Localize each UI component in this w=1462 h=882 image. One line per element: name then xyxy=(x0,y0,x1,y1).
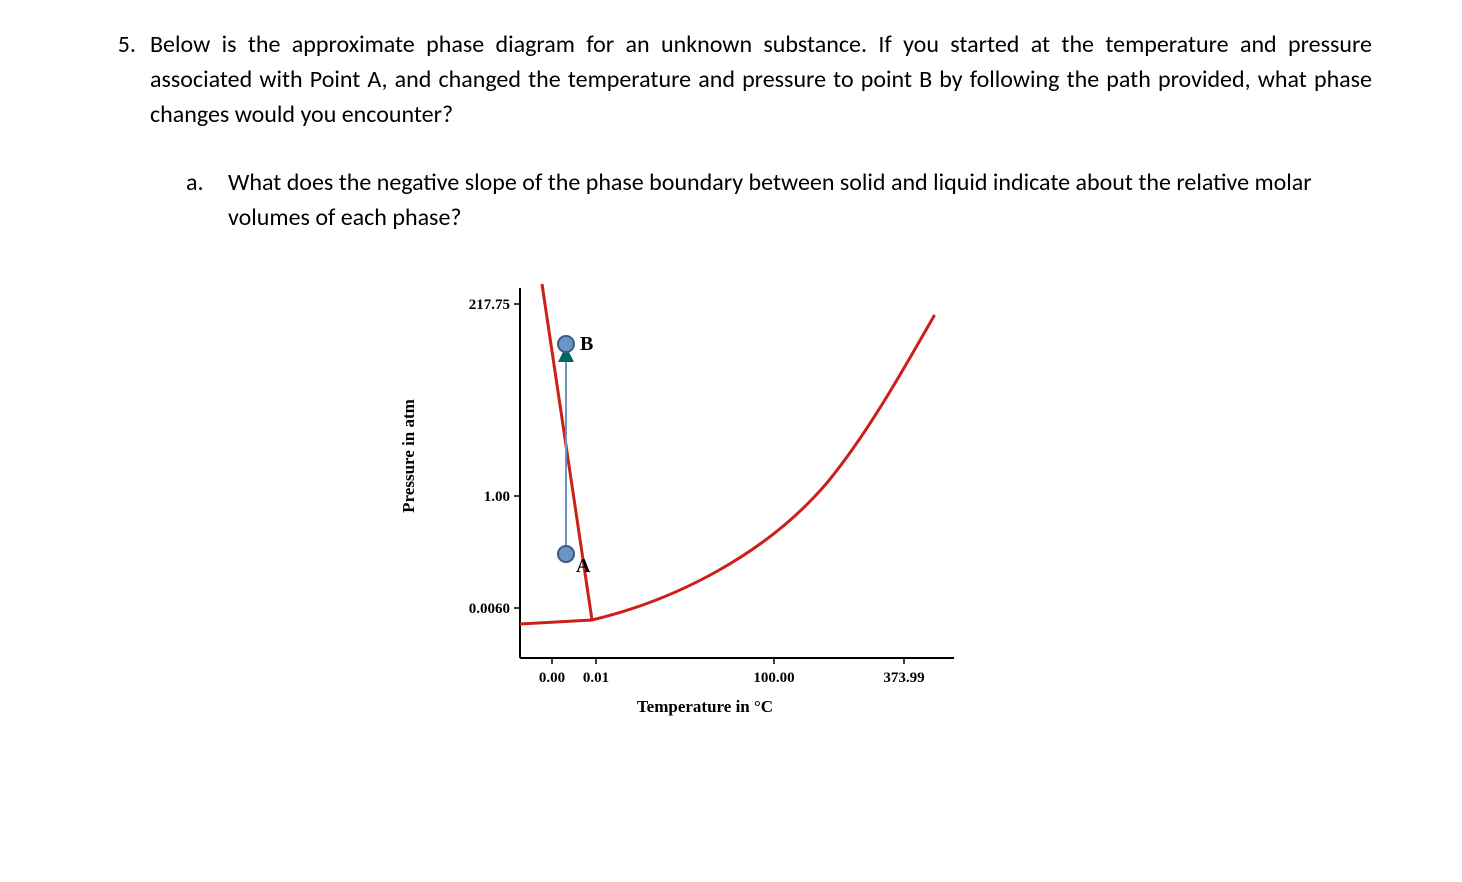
phase-diagram-chart: A B 217.75 1.00 0.0060 0.00 0.01 100.00 373.9… xyxy=(386,272,968,748)
x-axis-label: Temperature in °C xyxy=(637,697,773,716)
y-axis-label: Pressure in atm xyxy=(399,399,418,513)
question-number: 5. xyxy=(90,28,150,63)
y-ticks: 217.75 1.00 0.0060 xyxy=(469,297,520,617)
point-b xyxy=(558,336,574,352)
sub-question-text: What does the negative slope of the phas… xyxy=(228,166,1372,236)
y-tick-label: 0.0060 xyxy=(469,601,510,617)
page: 5. Below is the approximate phase diagra… xyxy=(0,0,1462,882)
x-tick-label: 0.01 xyxy=(583,670,609,686)
x-tick-label: 0.00 xyxy=(539,670,565,686)
sub-question-row: a. What does the negative slope of the p… xyxy=(186,166,1372,236)
liquid-gas-boundary xyxy=(592,316,934,620)
solid-gas-boundary xyxy=(520,620,592,624)
point-a-label: A xyxy=(576,555,591,577)
y-tick-label: 1.00 xyxy=(484,489,510,505)
point-b-label: B xyxy=(580,333,593,355)
phase-diagram-svg: A B 217.75 1.00 0.0060 0.00 0.01 100.00 373.9… xyxy=(386,272,968,748)
x-tick-label: 373.99 xyxy=(883,670,924,686)
y-tick-label: 217.75 xyxy=(469,297,510,313)
x-ticks: 0.00 0.01 100.00 373.99 xyxy=(539,658,925,686)
sub-question-letter: a. xyxy=(186,166,228,201)
x-tick-label: 100.00 xyxy=(753,670,794,686)
point-a xyxy=(558,546,574,562)
question-text: Below is the approximate phase diagram f… xyxy=(150,28,1372,132)
question-row: 5. Below is the approximate phase diagra… xyxy=(90,28,1372,132)
